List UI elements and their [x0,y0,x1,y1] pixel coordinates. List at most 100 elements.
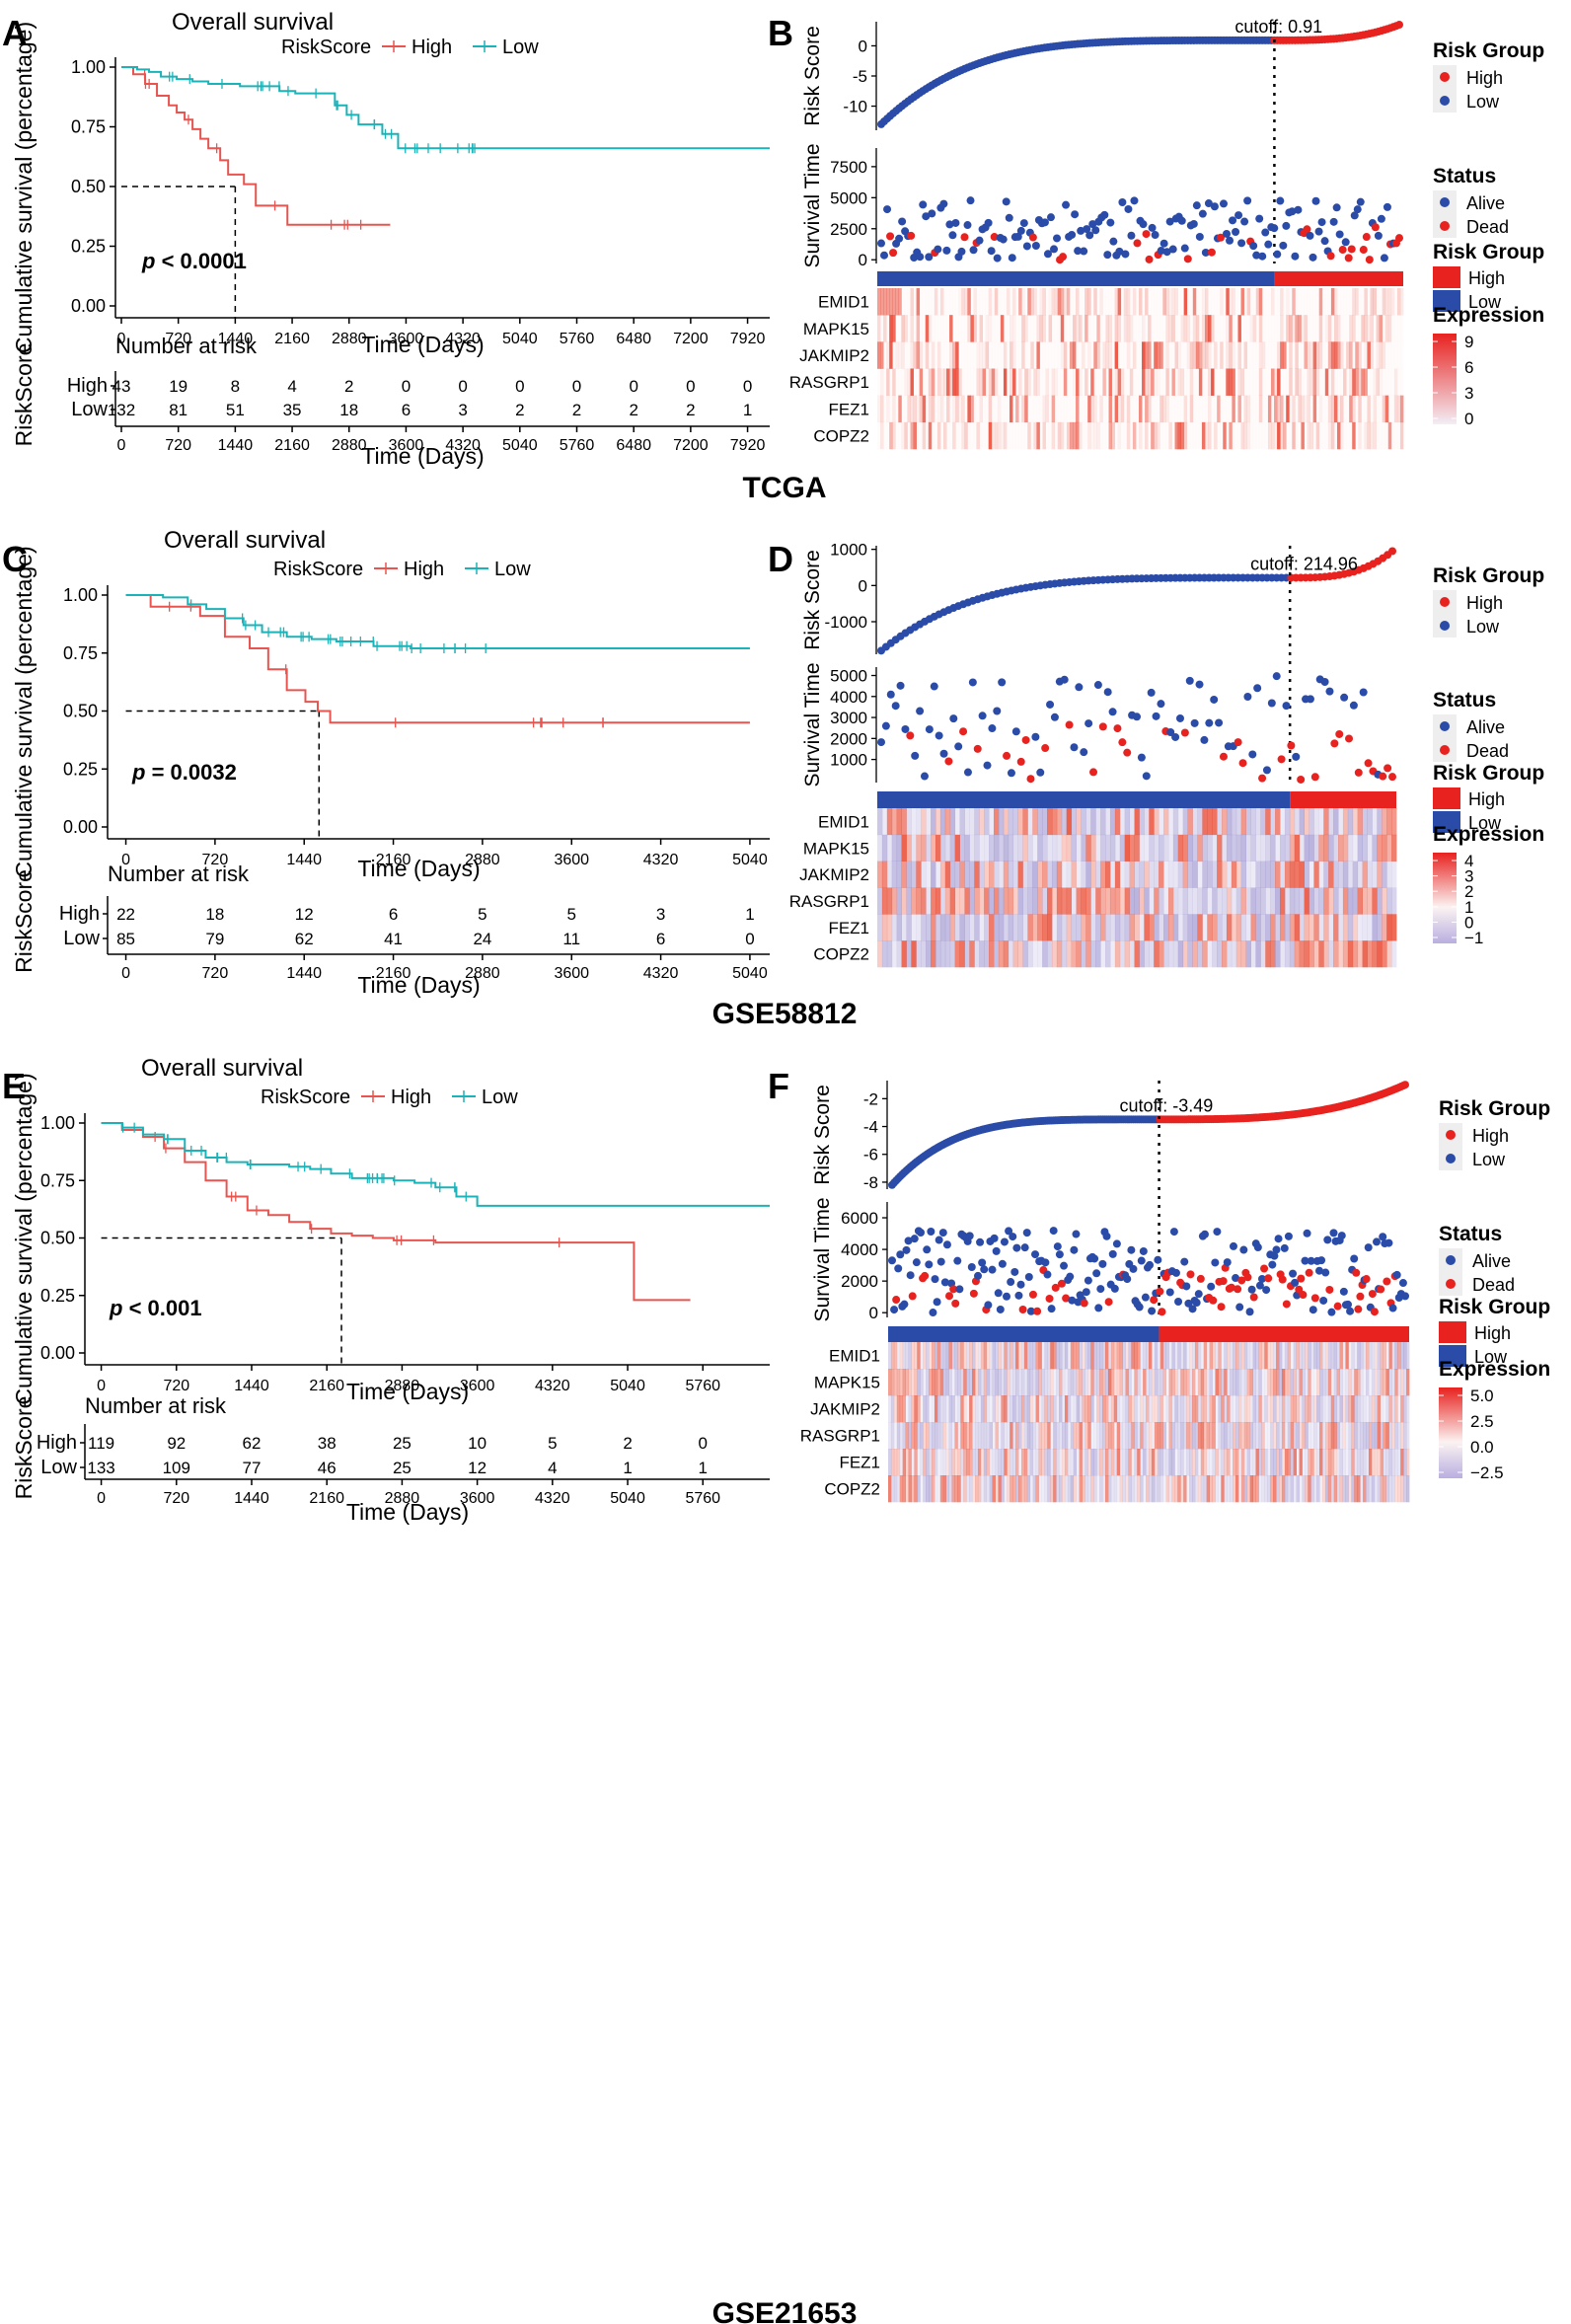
heatmap-cell [1322,1475,1326,1503]
heatmap-cell [1250,808,1256,836]
risk-row-label-low: Low [63,928,100,949]
heatmap-cell [977,315,980,341]
heatmap-cell [1364,396,1367,422]
heatmap-cell [1129,315,1134,342]
risk-count: 0 [629,377,637,396]
heatmap-cell [1276,1369,1280,1396]
risk-x-tick-label: 2160 [376,965,411,982]
heatmap-cell [1192,341,1197,369]
heatmap-cell [880,368,884,396]
heatmap-cell [920,1342,924,1370]
heatmap-cell [1037,887,1043,915]
heatmap-cell [886,834,893,862]
heatmap-cell [998,1395,1002,1423]
status-point-alive [1195,680,1204,689]
risk-x-tick-label: 1440 [218,437,254,454]
risk-x-tick-label: 4320 [643,965,679,982]
heatmap-cell [1372,834,1378,862]
heatmap-cell [1304,887,1309,915]
status-point-alive [1077,226,1085,235]
heatmap-cell [1116,1449,1121,1476]
heatmap-cell [905,1342,909,1370]
heatmap-cell [1061,396,1064,422]
heatmap-cell [896,1369,901,1396]
status-point-alive [923,1245,932,1254]
heatmap-cell [1124,369,1127,396]
heatmap-cell [1215,1342,1219,1370]
heatmap-cell [1208,288,1211,315]
heatmap-cell [1180,421,1185,450]
heatmap-cell [1382,940,1387,968]
heatmap-cell [1206,1395,1210,1423]
heatmap-cell [1342,1422,1346,1450]
heatmap-cell [1385,1395,1389,1423]
heatmap-cell [1214,369,1217,396]
heatmap-cell [1380,1342,1384,1370]
heatmap-cell [920,1449,924,1476]
status-point-alive [1084,1276,1092,1285]
heatmap-cell [1085,887,1091,915]
heatmap-cell [1004,1422,1008,1450]
heatmap-cell [1105,315,1109,342]
heatmap-cell [1102,1369,1106,1396]
heatmap-cell [1144,861,1150,888]
heatmap-cell [1327,1449,1332,1476]
heatmap-cell [989,887,995,915]
heatmap-cell [1160,1395,1164,1423]
heatmap-cell [1224,1475,1228,1503]
heatmap-cell [1171,1449,1175,1476]
risk-x-tick-label: 3600 [554,965,589,982]
heatmap-cell [1134,1449,1138,1476]
status-point-alive [1137,753,1146,762]
heatmap-cell [1304,861,1309,888]
heatmap-cell [1367,288,1370,315]
heatmap-cell [1270,1422,1274,1450]
status-point-alive [1350,211,1359,220]
heatmap-cell [1367,315,1371,342]
heatmap-cell [1053,1475,1057,1503]
heatmap-cell [957,1449,961,1476]
heatmap-cell [1079,1475,1083,1503]
heatmap-cell [1260,914,1266,941]
heatmap-cell [949,808,956,836]
heatmap-cell [972,1369,976,1396]
colorbar-tick-label: 1 [1464,898,1473,917]
status-point-dead [969,1289,978,1298]
heatmap-cell [1043,341,1046,368]
heatmap-cell [1382,861,1387,888]
heatmap-cell [893,1342,898,1370]
heatmap-cell [976,421,980,450]
heatmap-cell [1172,914,1179,941]
heatmap-cell [1093,315,1096,341]
heatmap-cell [1125,1342,1129,1370]
heatmap-cell [1114,368,1119,396]
heatmap-cell [1085,808,1091,836]
heatmap-cell [1349,422,1352,449]
heatmap-cell [1313,1395,1317,1423]
heatmap-cell [989,1475,993,1503]
heatmap-cell [1354,1369,1358,1396]
heatmap-cell [1217,369,1220,396]
heatmap-cell [1168,1449,1172,1476]
status-point-alive [1022,242,1031,251]
risk-x-tick-label: 2880 [385,1490,420,1507]
status-point-alive [1080,748,1088,757]
heatmap-cell [1360,1342,1364,1370]
heatmap-cell [1192,940,1198,968]
y-tick-label: 1.00 [40,1113,75,1133]
heatmap-cell [964,369,967,396]
status-point-alive [1210,202,1219,211]
heatmap-cell [1197,861,1203,888]
risk-count: 6 [656,930,665,948]
heatmap-cell [964,341,967,368]
heatmap-cell [1235,940,1242,968]
heatmap-cell [984,834,990,862]
gene-label-mapk15: MAPK15 [803,839,869,858]
heatmap-cell [1054,368,1059,396]
status-point-alive [987,247,996,256]
heatmap-cell [1151,1342,1156,1370]
heatmap-cell [1154,834,1160,862]
heatmap-cell [1270,1475,1274,1503]
heatmap-cell [1209,1342,1213,1370]
